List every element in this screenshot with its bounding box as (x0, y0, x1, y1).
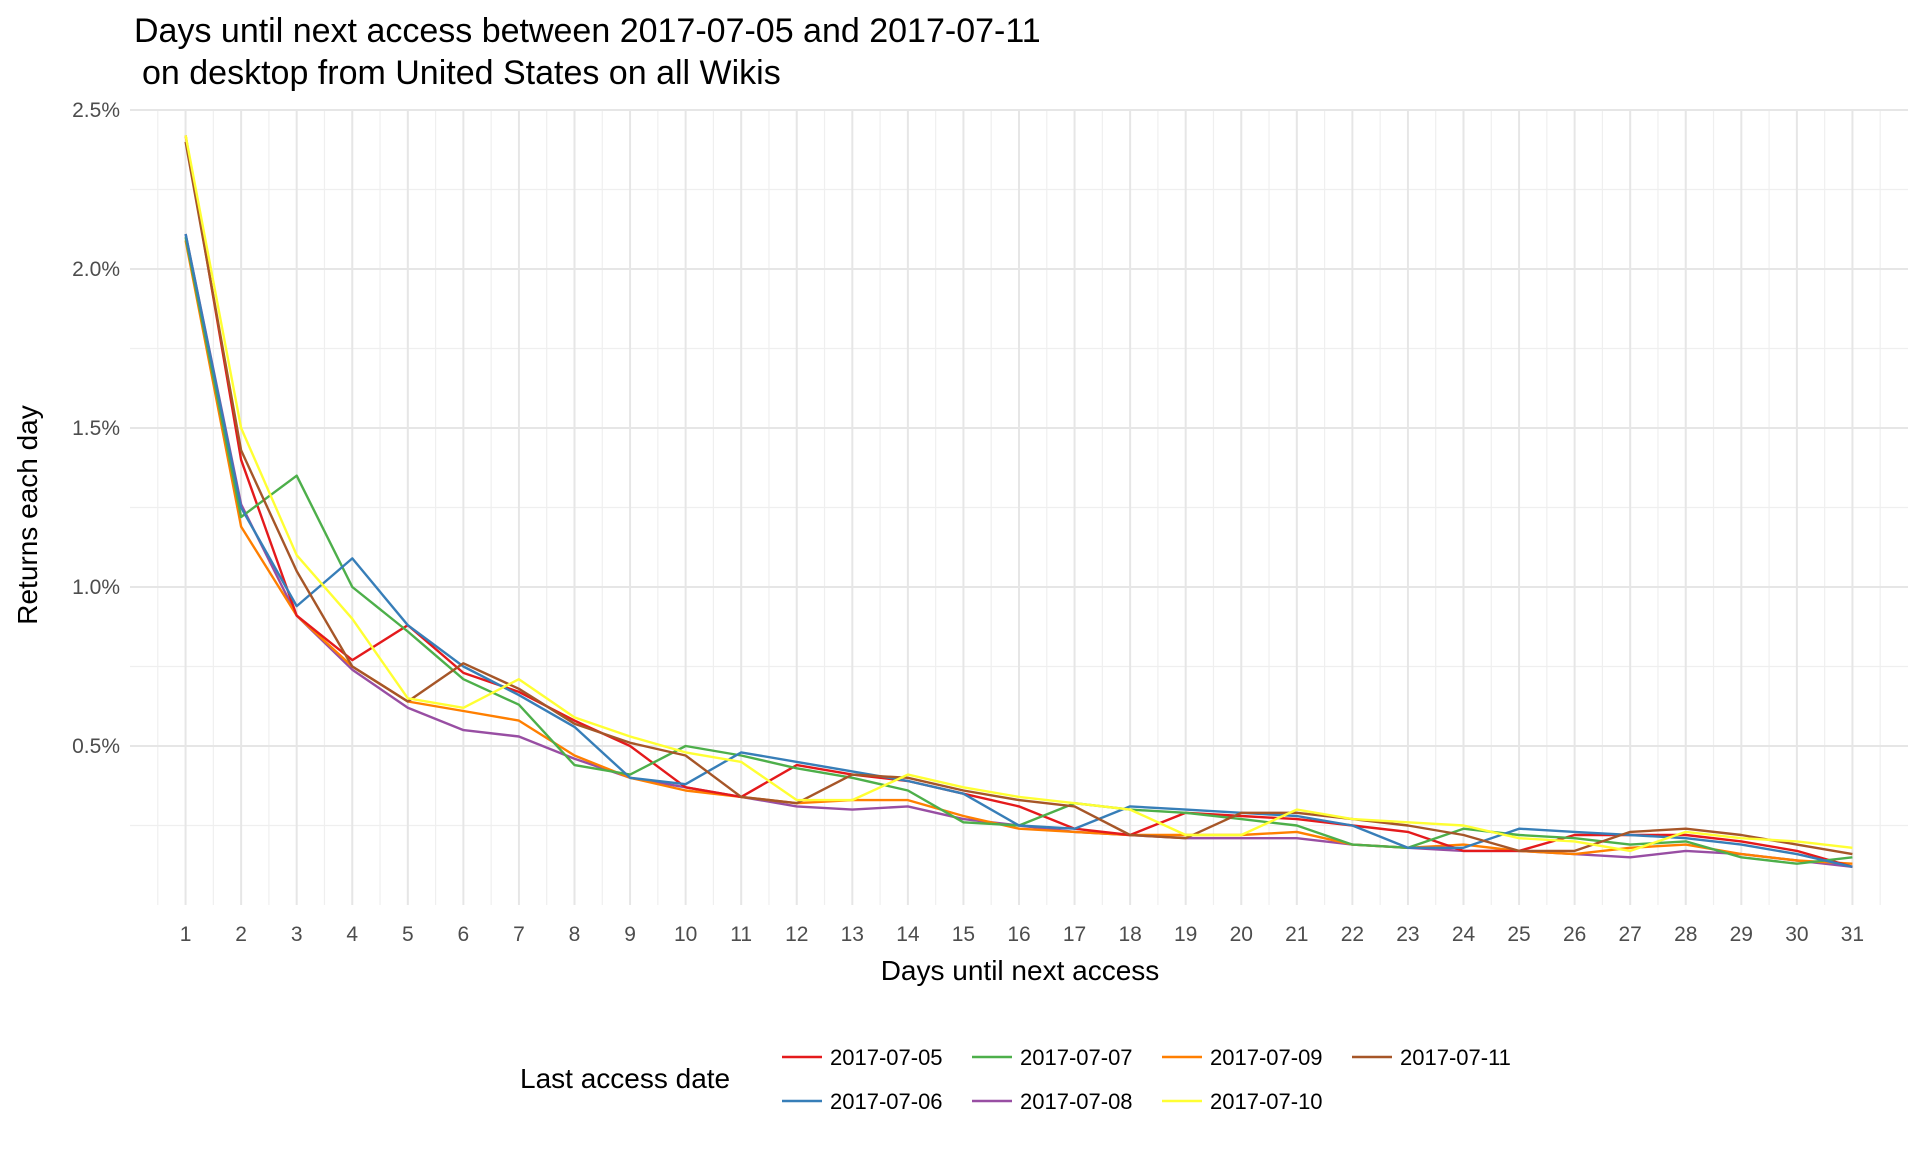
legend-label: 2017-07-11 (1400, 1045, 1511, 1070)
x-tick-label: 13 (841, 923, 864, 946)
x-tick-label: 2 (235, 923, 247, 946)
x-tick-label: 14 (896, 923, 920, 946)
x-tick-label: 12 (785, 923, 808, 946)
x-axis-title: Days until next access (881, 955, 1160, 986)
legend-label: 2017-07-08 (1020, 1089, 1133, 1114)
legend-label: 2017-07-07 (1020, 1045, 1133, 1070)
y-axis-ticks: 0.5% 1.0% 1.5% 2.0% 2.5% (72, 99, 120, 758)
x-tick-label: 26 (1563, 923, 1586, 946)
x-tick-label: 5 (402, 923, 414, 946)
x-tick-label: 24 (1452, 923, 1476, 946)
legend-item: 2017-07-09 (1162, 1045, 1323, 1070)
x-tick-label: 31 (1841, 923, 1864, 946)
x-tick-label: 21 (1285, 923, 1308, 946)
x-tick-label: 27 (1619, 923, 1642, 946)
x-tick-label: 30 (1785, 923, 1808, 946)
legend-label: 2017-07-09 (1210, 1045, 1323, 1070)
x-axis-ticks: 1 2 3 4 5 6 7 8 9 10 11 12 13 14 15 16 17 18 19 20 21 22 23 24 2… (180, 923, 1864, 946)
x-tick-label: 3 (291, 923, 303, 946)
chart-title: Days until next access between 2017-07-0… (134, 12, 1041, 50)
legend-items: 2017-07-05 2017-07-06 2017-07-07 2017-07-08… (782, 1045, 1511, 1114)
x-tick-label: 28 (1674, 923, 1697, 946)
y-tick-label: 1.5% (72, 417, 120, 440)
x-tick-label: 20 (1230, 923, 1253, 946)
x-tick-label: 7 (513, 923, 525, 946)
x-tick-label: 11 (730, 923, 752, 946)
series-line-2017-07-10 (184, 135, 1853, 853)
legend-label: 2017-07-05 (830, 1045, 943, 1070)
series-line-2017-07-05 (184, 135, 1853, 868)
x-tick-label: 10 (674, 923, 697, 946)
x-tick-label: 16 (1007, 923, 1030, 946)
legend-item: 2017-07-11 (1352, 1045, 1511, 1070)
y-tick-label: 0.5% (72, 735, 120, 758)
legend-label: 2017-07-06 (830, 1089, 943, 1114)
legend-item: 2017-07-06 (782, 1089, 943, 1114)
x-tick-label: 1 (180, 923, 192, 946)
x-tick-label: 22 (1341, 923, 1364, 946)
plot-grid (130, 109, 1908, 905)
x-tick-label: 18 (1118, 923, 1141, 946)
x-tick-label: 15 (952, 923, 975, 946)
series-line-2017-07-09 (184, 240, 1853, 865)
chart-subtitle: on desktop from United States on all Wik… (142, 54, 781, 92)
legend-label: 2017-07-10 (1210, 1089, 1323, 1114)
legend: Last access date 2017-07-052017-07-06201… (520, 1045, 1511, 1114)
y-axis-title: Returns each day (12, 405, 43, 624)
x-tick-label: 29 (1730, 923, 1753, 946)
x-tick-label: 8 (569, 923, 581, 946)
x-tick-label: 9 (624, 923, 636, 946)
y-tick-label: 1.0% (72, 576, 120, 599)
x-tick-label: 25 (1507, 923, 1530, 946)
legend-title: Last access date (520, 1063, 730, 1094)
x-tick-label: 4 (346, 923, 358, 946)
y-tick-label: 2.0% (72, 258, 120, 281)
x-tick-label: 19 (1174, 923, 1197, 946)
legend-item: 2017-07-05 (782, 1045, 943, 1070)
y-tick-label: 2.5% (72, 99, 120, 122)
series-lines (184, 135, 1853, 868)
legend-item: 2017-07-10 (1162, 1089, 1323, 1114)
series-line-2017-07-11 (184, 141, 1853, 856)
x-tick-label: 23 (1396, 923, 1419, 946)
x-tick-label: 6 (458, 923, 470, 946)
legend-item: 2017-07-07 (972, 1045, 1133, 1070)
x-tick-label: 17 (1063, 923, 1086, 946)
legend-item: 2017-07-08 (972, 1089, 1133, 1114)
series-line-2017-07-06 (184, 233, 1853, 868)
